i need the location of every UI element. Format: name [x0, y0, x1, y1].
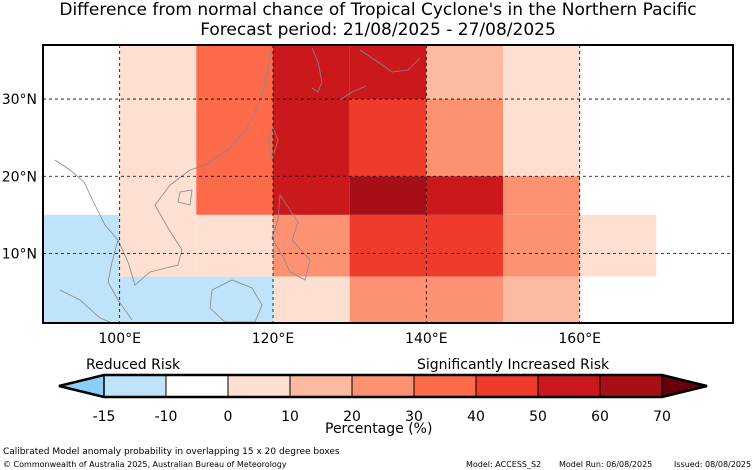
- colorbar-segment: [165, 374, 229, 398]
- colorbar-tick-label: 20: [343, 409, 361, 425]
- risk-cell: [196, 214, 273, 277]
- risk-cell: [426, 214, 503, 277]
- risk-cell: [196, 45, 273, 215]
- lon-tick-label: 120°E: [252, 331, 295, 347]
- footer-copyright: © Commonwealth of Australia 2025, Austra…: [3, 460, 287, 469]
- colorbar-tick-label: -15: [93, 409, 116, 425]
- colorbar-tick-label: 10: [281, 409, 299, 425]
- risk-cell: [503, 45, 580, 100]
- taiwan: [267, 126, 279, 161]
- risk-cell: [426, 99, 503, 177]
- risk-cell: [349, 214, 427, 277]
- colorbar-segment: [227, 374, 291, 398]
- legend-increased-risk-label: Significantly Increased Risk: [417, 357, 610, 373]
- map-frame: [42, 44, 734, 324]
- colorbar-segment: [351, 374, 415, 398]
- risk-cell: [503, 276, 580, 323]
- colorbar-tick-label: 60: [591, 409, 609, 425]
- colorbar-segment: [289, 374, 353, 398]
- risk-cell: [43, 45, 120, 215]
- axis-labels: 100°E 120°E 140°E 160°E 30°N 20°N 10°N: [2, 92, 601, 347]
- lon-tick-label: 100°E: [98, 331, 141, 347]
- korea-coast: [311, 47, 323, 93]
- risk-cell: [273, 214, 350, 277]
- colorbar-outline: [58, 373, 708, 399]
- risk-cell: [426, 45, 503, 100]
- colorbar-segment: [413, 374, 477, 398]
- risk-cell: [273, 276, 350, 323]
- forecast-period: Forecast period: 21/08/2025 - 27/08/2025: [200, 20, 556, 40]
- risk-cell: [119, 276, 274, 323]
- indochina-coast: [54, 159, 191, 286]
- risk-cell: [349, 176, 427, 215]
- colorbar: -15 -10 0 10 20 30 40 50 60 70: [58, 373, 708, 425]
- gridlines: [43, 45, 733, 323]
- footer-model: Model: ACCESS_S2: [466, 460, 542, 469]
- risk-cell: [503, 176, 580, 215]
- map-title: Difference from normal chance of Tropica…: [59, 0, 697, 20]
- risk-cell: [579, 214, 657, 277]
- footer-model-run: Model Run: 06/08/2025: [559, 460, 653, 469]
- borneo: [209, 279, 263, 323]
- colorbar-segment: [475, 374, 539, 398]
- lat-tick-label: 30°N: [2, 92, 37, 108]
- japan-coast: [339, 49, 421, 101]
- philippines: [271, 193, 311, 281]
- hainan: [177, 189, 193, 206]
- colorbar-tick-label: 50: [529, 409, 547, 425]
- malay-peninsula: [107, 239, 133, 321]
- colorbar-tick-label: 40: [467, 409, 485, 425]
- risk-cell: [119, 214, 197, 277]
- lat-tick-label: 10°N: [2, 247, 37, 263]
- colorbar-low-extend: [58, 374, 105, 398]
- risk-cell: [273, 45, 350, 215]
- colorbar-tick-label: 70: [653, 409, 671, 425]
- risk-cell: [503, 99, 580, 177]
- footer-issued: Issued: 08/08/2025: [674, 460, 752, 469]
- colorbar-tick-label: -10: [155, 409, 178, 425]
- lon-tick-label: 160°E: [558, 331, 601, 347]
- coastline: [54, 44, 421, 323]
- risk-cell: [349, 99, 427, 177]
- colorbar-tick-label: 30: [405, 409, 423, 425]
- lon-tick-label: 140°E: [405, 331, 448, 347]
- legend-reduced-risk-label: Reduced Risk: [86, 357, 181, 373]
- lat-tick-label: 20°N: [2, 169, 37, 185]
- colorbar-segment: [103, 374, 167, 398]
- colorbar-high-extend: [661, 374, 708, 398]
- china-coast: [189, 44, 273, 171]
- risk-cell: [43, 214, 120, 323]
- colorbar-segment: [537, 374, 601, 398]
- risk-cell: [426, 176, 503, 215]
- footer-note: Calibrated Model anomaly probability in …: [3, 447, 340, 457]
- colorbar-segment: [599, 374, 663, 398]
- sumatra: [59, 289, 111, 323]
- colorbar-tick-label: 0: [224, 409, 233, 425]
- legend-unit-label: Percentage (%): [325, 421, 433, 437]
- risk-cell: [349, 45, 427, 100]
- risk-cell: [503, 214, 580, 277]
- risk-cells: [43, 45, 657, 323]
- risk-cell: [119, 45, 197, 215]
